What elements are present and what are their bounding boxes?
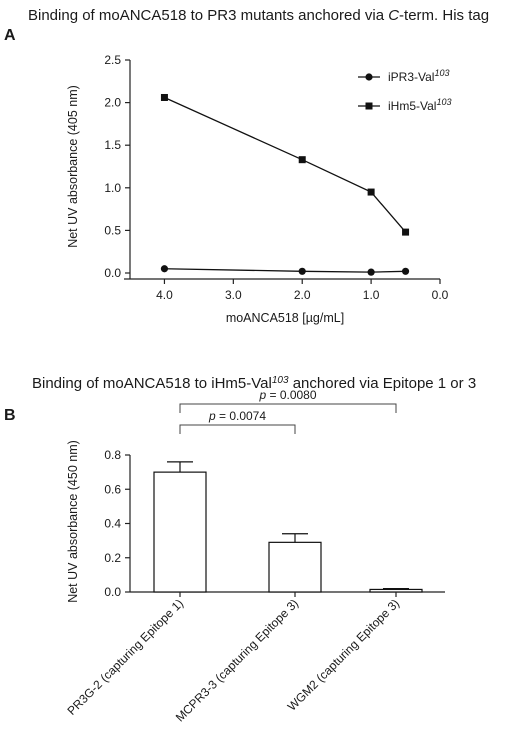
legend-marker-square [365,102,373,110]
x-tick-label-a: 4.0 [156,288,173,302]
p-value-label: p = 0.0080 [258,388,316,402]
data-point-circle [298,267,306,275]
data-point-circle [367,268,375,276]
y-tick-label-a: 2.0 [104,96,121,110]
legend-label: iPR3-Val103 [388,68,450,84]
bar [153,471,207,593]
series-line-square [164,96,407,233]
p-value-label: p = 0.0074 [208,409,266,423]
panel-b-title: Binding of moANCA518 to iHm5-Val103 anch… [32,375,476,393]
y-tick-label-a: 0.0 [104,266,121,280]
x-tick-label-a: 1.0 [363,288,380,302]
legend-label: iHm5-Val103 [388,97,451,113]
data-point-square [367,188,375,196]
y-tick-label-a: 1.5 [104,138,121,152]
y-tick-label-b: 0.4 [104,517,121,531]
significance-bracket [179,403,397,413]
data-point-circle [160,265,169,273]
panel-a-title: Binding of moANCA518 to PR3 mutants anch… [28,7,489,24]
data-point-square [402,228,410,236]
x-axis-label-a: moANCA518 [µg/mL] [226,311,344,325]
y-tick-label-b: 0.8 [104,448,121,462]
y-tick-label-b: 0.6 [104,482,121,496]
significance-bracket [179,424,296,434]
data-point-circle [401,267,410,275]
bar-chart-b: 0.0 0.2 0.4 0.6 0.8 Net UV absorbance (450 nm… [64,388,445,725]
y-tick-label-a: 2.5 [104,53,121,67]
panel-a-label: A [4,27,16,44]
series-line-circle [164,268,406,273]
x-tick-label-b: PR3G-2 (capturing Epitope 1) [64,596,186,718]
y-axis-label-b: Net UV absorbance (450 nm) [66,440,80,603]
y-tick-label-a: 1.0 [104,181,121,195]
bar [268,541,322,593]
x-tick-label-b: MCPR3-3 (capturing Epitope 3) [173,596,301,724]
bar [369,588,423,593]
x-tick-label-b: WGM2 (capturing Epitope 3) [285,596,402,713]
x-tick-label-a: 0.0 [432,288,449,302]
data-point-square [160,93,168,101]
legend-marker-circle [365,73,373,81]
x-tick-label-a: 2.0 [294,288,311,302]
line-chart-a: 0.0 0.5 1.0 1.5 2.0 2.5 4.0 3.0 2.0 1.0 0.0 moANCA5… [66,53,451,325]
panel-b-label: B [4,407,16,424]
y-axis-label-a: Net UV absorbance (405 nm) [66,85,80,248]
y-tick-label-b: 0.2 [104,551,121,565]
y-tick-label-b: 0.0 [104,585,121,599]
data-point-square [298,156,306,164]
x-tick-label-a: 3.0 [225,288,242,302]
y-tick-label-a: 0.5 [104,223,121,237]
